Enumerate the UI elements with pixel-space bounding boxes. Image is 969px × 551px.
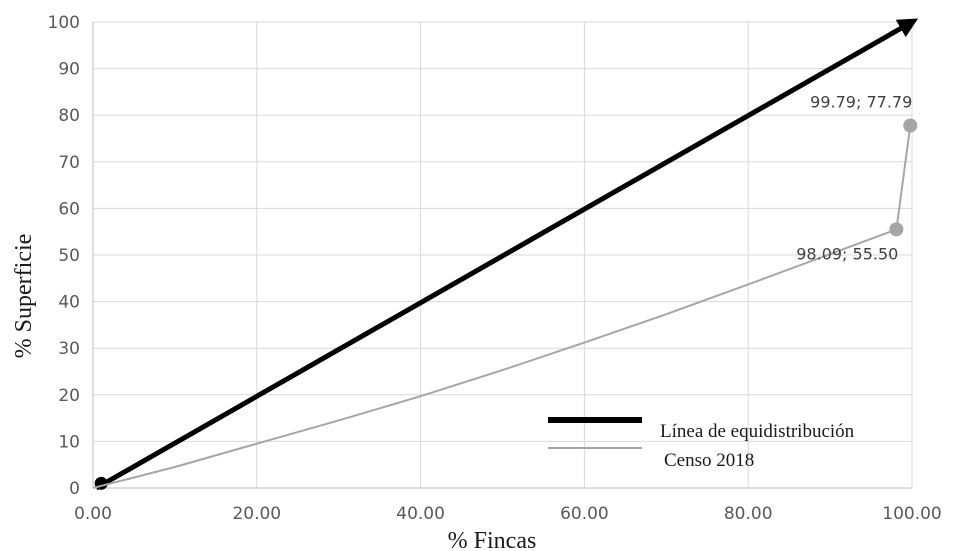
x-tick-label: 0.00 — [74, 504, 112, 524]
y-tick-label: 70 — [58, 153, 80, 173]
series — [92, 18, 919, 491]
y-tick-label: 60 — [58, 199, 80, 219]
x-tick-label: 60.00 — [560, 504, 609, 524]
census-2018-point — [903, 118, 918, 133]
y-tick-label: 0 — [69, 479, 80, 499]
census-2018-point — [889, 222, 904, 237]
data-label: 98.09; 55.50 — [796, 244, 898, 263]
y-tick-label: 40 — [58, 293, 80, 313]
legend-label-equidistribution: Línea de equidistribución — [660, 421, 855, 442]
y-tick-label: 20 — [58, 386, 80, 406]
y-tick-label: 90 — [58, 60, 80, 80]
y-tick-label: 10 — [58, 432, 80, 452]
labels: 99.79; 77.79 98.09; 55.50 — [796, 92, 912, 263]
y-tick-label: 50 — [58, 246, 80, 266]
equidistribution-line — [95, 18, 919, 491]
y-tick-label: 30 — [58, 339, 80, 359]
x-tick-label: 100.00 — [882, 504, 941, 524]
y-axis-title: % Superficie — [11, 234, 37, 359]
x-axis-title: % Fincas — [448, 528, 537, 551]
data-label: 99.79; 77.79 — [810, 92, 912, 111]
axes: 0 10 20 30 40 50 60 70 80 90 100 0.00 20.00 40.00 60.0… — [11, 13, 942, 551]
y-tick-label: 80 — [58, 106, 80, 126]
x-tick-label: 40.00 — [396, 504, 445, 524]
census-2018-curve — [92, 125, 912, 489]
x-tick-label: 20.00 — [232, 504, 281, 524]
x-tick-label: 80.00 — [724, 504, 773, 524]
legend-label-census-2018: Censo 2018 — [664, 450, 754, 471]
y-tick-label: 100 — [48, 13, 80, 33]
legend: Línea de equidistribución Censo 2018 — [548, 417, 855, 471]
